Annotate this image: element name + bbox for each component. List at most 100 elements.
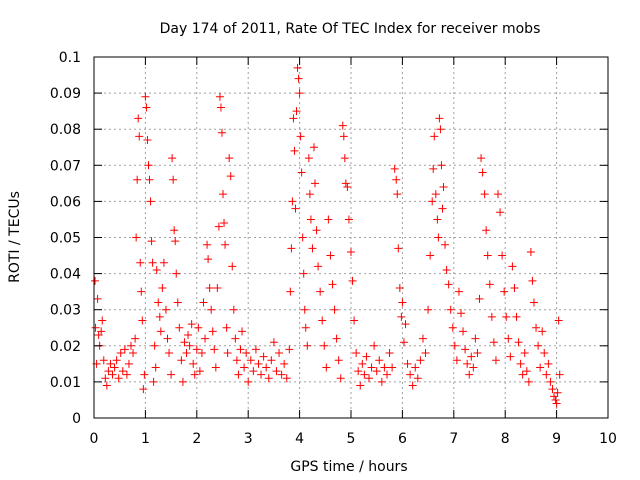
- data-point-marker: [155, 312, 164, 321]
- x-tick-label: 0: [90, 431, 99, 447]
- axis-ticks: [93, 56, 609, 419]
- data-point-marker: [207, 305, 216, 314]
- data-point-marker: [264, 374, 273, 383]
- data-point-marker: [548, 385, 557, 394]
- data-point-marker: [522, 367, 531, 376]
- data-point-marker: [205, 284, 214, 293]
- data-point-marker: [142, 103, 151, 112]
- data-point-marker: [538, 327, 547, 336]
- data-point-marker: [408, 381, 417, 390]
- data-point-marker: [362, 352, 371, 361]
- y-tick-label: 0.06: [50, 194, 81, 210]
- data-point-marker: [246, 356, 255, 365]
- data-point-marker: [478, 168, 487, 177]
- data-point-marker: [372, 367, 381, 376]
- data-point-marker: [444, 280, 453, 289]
- data-point-marker: [168, 154, 177, 163]
- data-point-marker: [228, 262, 237, 271]
- data-point-marker: [254, 359, 263, 368]
- data-point-marker: [328, 280, 337, 289]
- data-point-marker: [204, 255, 213, 264]
- data-point-marker: [393, 190, 402, 199]
- data-point-marker: [463, 359, 472, 368]
- data-point-marker: [350, 316, 359, 325]
- data-point-marker: [364, 374, 373, 383]
- data-point-marker: [326, 251, 335, 260]
- data-point-marker: [318, 316, 327, 325]
- data-point-marker: [520, 349, 529, 358]
- data-point-marker: [110, 363, 119, 372]
- data-point-marker: [288, 197, 297, 206]
- data-point-marker: [430, 132, 439, 141]
- data-point-marker: [375, 356, 384, 365]
- data-point-marker: [158, 284, 167, 293]
- data-point-marker: [446, 305, 455, 314]
- data-point-marker: [424, 305, 433, 314]
- data-point-marker: [232, 356, 241, 365]
- data-point-marker: [382, 370, 391, 379]
- data-point-marker: [482, 226, 491, 235]
- data-point-marker: [439, 182, 448, 191]
- data-point-marker: [442, 265, 451, 274]
- data-point-marker: [401, 320, 410, 329]
- data-point-marker: [91, 276, 100, 285]
- data-point-marker: [532, 323, 541, 332]
- data-point-marker: [172, 269, 181, 278]
- y-axis-label: ROTI / TECUs: [7, 191, 23, 283]
- data-point-marker: [426, 251, 435, 260]
- data-point-marker: [251, 345, 260, 354]
- y-tick-label: 0.01: [50, 375, 81, 391]
- data-point-marker: [106, 359, 115, 368]
- data-point-marker: [343, 182, 352, 191]
- data-point-marker: [418, 334, 427, 343]
- data-point-marker: [240, 363, 249, 372]
- data-point-marker: [234, 370, 243, 379]
- data-point-marker: [291, 204, 300, 213]
- data-point-marker: [287, 244, 296, 253]
- data-point-marker: [311, 179, 320, 188]
- data-point-marker: [226, 172, 235, 181]
- data-point-marker: [475, 294, 484, 303]
- data-point-marker: [341, 179, 350, 188]
- data-point-marker: [213, 284, 222, 293]
- data-point-marker: [411, 363, 420, 372]
- data-point-marker: [145, 175, 154, 184]
- data-point-marker: [347, 247, 355, 256]
- data-point-marker: [356, 381, 365, 390]
- data-point-marker: [338, 121, 347, 130]
- data-point-marker: [526, 247, 535, 256]
- data-point-marker: [127, 341, 136, 350]
- data-point-marker: [221, 240, 230, 249]
- chart-title: Day 174 of 2011, Rate Of TEC Index for r…: [160, 21, 541, 37]
- data-point-marker: [437, 161, 446, 170]
- data-point-marker: [456, 309, 465, 318]
- data-point-marker: [508, 262, 517, 271]
- data-point-marker: [487, 312, 496, 321]
- data-point-marker: [491, 356, 500, 365]
- data-point-marker: [308, 244, 317, 253]
- data-point-marker: [108, 370, 117, 379]
- data-point-marker: [178, 377, 187, 386]
- data-point-marker: [154, 298, 163, 307]
- data-point-marker: [450, 341, 459, 350]
- data-point-marker: [500, 287, 509, 296]
- data-point-marker: [118, 367, 127, 376]
- data-point-marker: [242, 349, 251, 358]
- data-point-marker: [189, 359, 198, 368]
- data-point-marker: [116, 349, 125, 358]
- y-tick-label: 0.08: [50, 122, 81, 138]
- data-point-marker: [336, 374, 345, 383]
- data-point-marker: [131, 334, 140, 343]
- data-point-marker: [510, 284, 519, 293]
- data-point-marker: [536, 363, 545, 372]
- data-point-marker: [91, 323, 100, 332]
- data-point-marker: [184, 330, 193, 339]
- data-point-marker: [215, 92, 224, 101]
- data-point-marker: [203, 240, 212, 249]
- y-tick-label: 0.07: [50, 158, 81, 174]
- y-tick-label: 0.1: [59, 50, 81, 66]
- data-point-marker: [185, 341, 194, 350]
- data-point-marker: [416, 356, 425, 365]
- data-point-marker: [98, 316, 107, 325]
- data-point-marker: [295, 89, 304, 98]
